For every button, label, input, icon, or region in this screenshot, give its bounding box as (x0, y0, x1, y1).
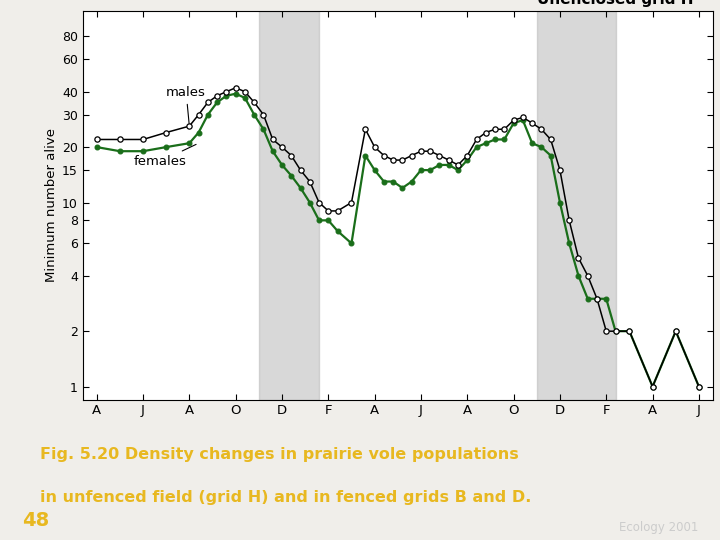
Y-axis label: Minimum number alive: Minimum number alive (45, 128, 58, 282)
Text: Ecology 2001: Ecology 2001 (619, 521, 698, 534)
Text: Unenclosed grid H: Unenclosed grid H (537, 0, 694, 7)
Text: females: females (134, 144, 196, 168)
Text: in unfenced field (grid H) and in fenced grids B and D.: in unfenced field (grid H) and in fenced… (40, 490, 531, 505)
Bar (537, 11, 616, 400)
Text: males: males (166, 86, 206, 123)
Text: 48: 48 (22, 511, 49, 530)
Bar (258, 11, 319, 400)
Text: Fig. 5.20 Density changes in prairie vole populations: Fig. 5.20 Density changes in prairie vol… (40, 447, 518, 462)
